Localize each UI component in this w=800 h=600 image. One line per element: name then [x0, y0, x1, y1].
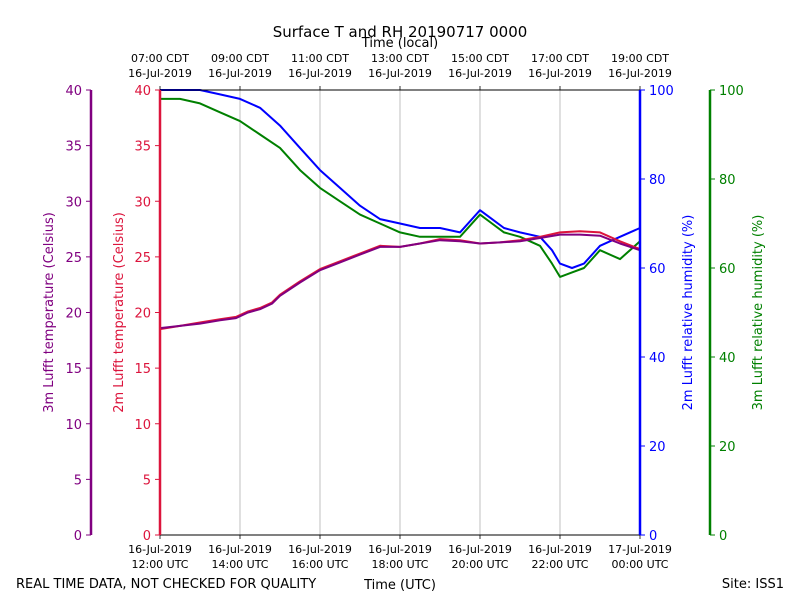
top-tick-time: 09:00 CDT	[211, 52, 269, 65]
bottom-tick-time: 18:00 UTC	[371, 558, 428, 571]
t2m-axis-tick-label: 5	[143, 473, 151, 488]
bottom-tick-date: 16-Jul-2019	[448, 543, 512, 556]
t2m-axis-tick-label: 35	[134, 140, 151, 155]
top-tick-time: 17:00 CDT	[531, 52, 589, 65]
rh2m-axis-tick-label: 80	[649, 173, 666, 188]
t3m-axis-tick-label: 20	[65, 307, 82, 322]
series-line-t2m	[159, 230, 641, 331]
top-tick-date: 16-Jul-2019	[128, 67, 192, 80]
bottom-tick-time: 00:00 UTC	[611, 558, 668, 571]
top-tick-date: 16-Jul-2019	[208, 67, 272, 80]
rh2m-axis-tick-label: 100	[649, 84, 674, 99]
t3m-axis-tick-label: 0	[74, 529, 82, 544]
t3m-axis-label: 3m Lufft temperature (Celsius)	[42, 212, 57, 413]
bottom-tick-time: 12:00 UTC	[131, 558, 188, 571]
rh3m-axis-tick-label: 60	[719, 262, 736, 277]
bottom-tick-time: 14:00 UTC	[211, 558, 268, 571]
top-tick-date: 16-Jul-2019	[608, 67, 672, 80]
bottom-tick-date: 16-Jul-2019	[128, 543, 192, 556]
top-tick-date: 16-Jul-2019	[368, 67, 432, 80]
rh2m-axis-label: 2m Lufft relative humidity (%)	[681, 215, 696, 411]
series-group	[159, 89, 641, 331]
bottom-tick-time: 16:00 UTC	[291, 558, 348, 571]
t3m-axis-tick-label: 25	[65, 251, 82, 266]
rh2m-axis-tick-label: 60	[649, 262, 666, 277]
t2m-axis-tick-label: 20	[134, 307, 151, 322]
rh3m-axis-tick-label: 100	[719, 84, 744, 99]
bottom-tick-date: 16-Jul-2019	[528, 543, 592, 556]
t3m-axis-tick-label: 10	[65, 418, 82, 433]
axes-group: 16-Jul-2019 12:00 UTC 16-Jul-2019 14:00 UTC…	[42, 52, 766, 571]
top-tick-time: 13:00 CDT	[371, 52, 429, 65]
rh2m-axis-tick-label: 20	[649, 440, 666, 455]
top-tick-date: 16-Jul-2019	[528, 67, 592, 80]
rh2m-axis-tick-label: 0	[649, 529, 657, 544]
rh3m-axis-tick-label: 20	[719, 440, 736, 455]
bottom-tick-date: 17-Jul-2019	[608, 543, 672, 556]
series-line-rh2m	[160, 89, 641, 269]
rh2m-axis-tick-label: 40	[649, 351, 666, 366]
quality-disclaimer: REAL TIME DATA, NOT CHECKED FOR QUALITY	[16, 577, 316, 592]
rh3m-axis-tick-label: 80	[719, 173, 736, 188]
t3m-axis-tick-label: 35	[65, 140, 82, 155]
t2m-axis-tick-label: 0	[143, 529, 151, 544]
rh3m-axis-tick-label: 40	[719, 351, 736, 366]
t2m-axis-tick-label: 30	[134, 195, 151, 210]
bottom-tick-date: 16-Jul-2019	[208, 543, 272, 556]
top-tick-time: 07:00 CDT	[131, 52, 189, 65]
t2m-axis-label: 2m Lufft temperature (Celsius)	[112, 212, 127, 413]
rh3m-axis-tick-label: 0	[719, 529, 727, 544]
t2m-axis-tick-label: 10	[134, 418, 151, 433]
t2m-axis-tick-label: 25	[134, 251, 151, 266]
top-tick-date: 16-Jul-2019	[448, 67, 512, 80]
t3m-axis-tick-label: 30	[65, 195, 82, 210]
t3m-axis-tick-label: 40	[65, 84, 82, 99]
top-tick-time: 19:00 CDT	[611, 52, 669, 65]
chart-title: Surface T and RH 20190717 0000	[273, 23, 528, 41]
site-label: Site: ISS1	[722, 577, 784, 592]
bottom-tick-time: 20:00 UTC	[451, 558, 508, 571]
top-axis-label: Time (local)	[361, 36, 438, 51]
t2m-axis-tick-label: 40	[134, 84, 151, 99]
bottom-axis-label: Time (UTC)	[363, 578, 436, 593]
t3m-axis-tick-label: 5	[74, 473, 82, 488]
rh3m-axis-label: 3m Lufft relative humidity (%)	[751, 215, 766, 411]
bottom-tick-time: 22:00 UTC	[531, 558, 588, 571]
t3m-axis-tick-label: 15	[65, 362, 82, 377]
top-tick-time: 15:00 CDT	[451, 52, 509, 65]
grid-lines	[239, 90, 561, 535]
top-tick-date: 16-Jul-2019	[288, 67, 352, 80]
bottom-tick-date: 16-Jul-2019	[368, 543, 432, 556]
series-line-t3m	[159, 233, 641, 330]
t2m-axis-tick-label: 15	[134, 362, 151, 377]
top-tick-time: 11:00 CDT	[291, 52, 349, 65]
bottom-tick-date: 16-Jul-2019	[288, 543, 352, 556]
series-line-rh3m	[160, 97, 641, 278]
